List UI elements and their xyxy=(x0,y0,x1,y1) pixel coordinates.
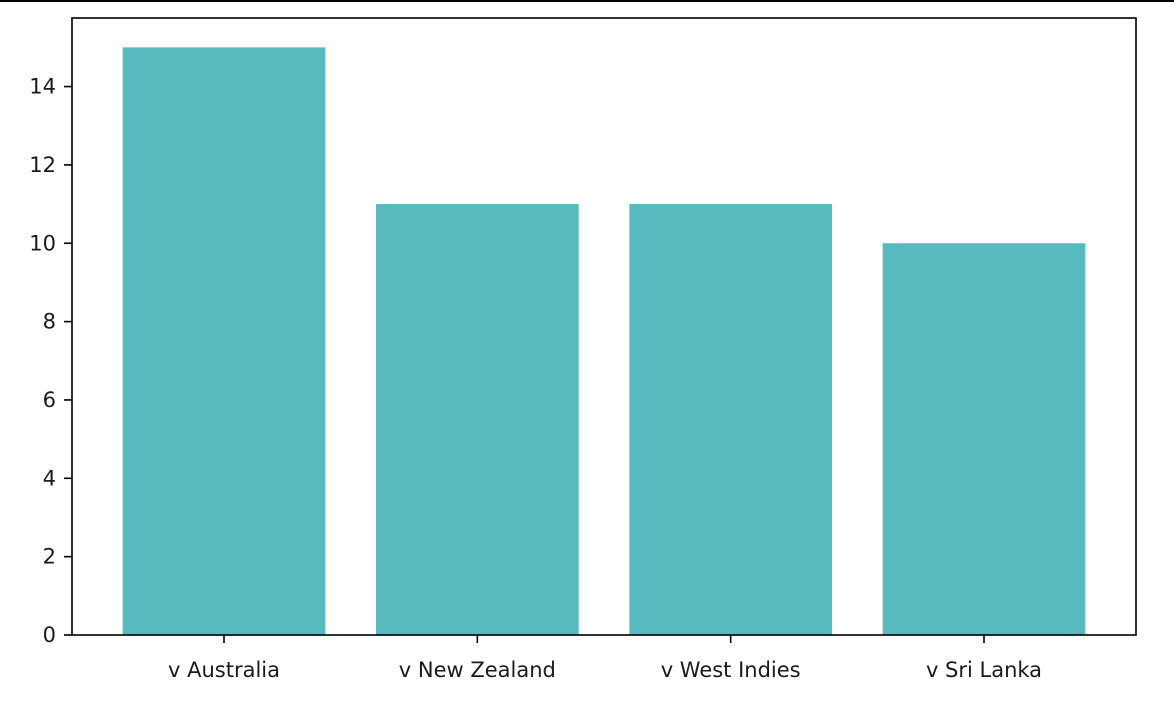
y-tick-label: 4 xyxy=(43,466,56,490)
bar-v-sri-lanka xyxy=(882,243,1086,635)
bar-v-new-zealand xyxy=(376,204,579,636)
y-tick-label: 10 xyxy=(29,231,56,255)
y-tick-label: 12 xyxy=(29,153,56,177)
y-axis: 0 2 4 6 8 10 12 14 xyxy=(29,75,72,647)
y-tick-label: 8 xyxy=(43,310,56,334)
x-tick-label: v New Zealand xyxy=(399,658,556,682)
bar-v-australia xyxy=(122,47,326,635)
x-tick-label: v West Indies xyxy=(661,658,801,682)
y-tick-label: 6 xyxy=(43,388,56,412)
y-tick-label: 2 xyxy=(43,545,56,569)
x-axis: v Australia v New Zealand v West Indies v S… xyxy=(168,635,1042,682)
y-tick-label: 0 xyxy=(43,623,56,647)
x-tick-label: v Sri Lanka xyxy=(926,658,1042,682)
bars-layer xyxy=(122,47,1086,636)
bar-v-west-indies xyxy=(629,204,832,636)
plot-frame xyxy=(71,17,1137,636)
x-tick-label: v Australia xyxy=(168,658,280,682)
y-tick-label: 14 xyxy=(29,75,56,99)
